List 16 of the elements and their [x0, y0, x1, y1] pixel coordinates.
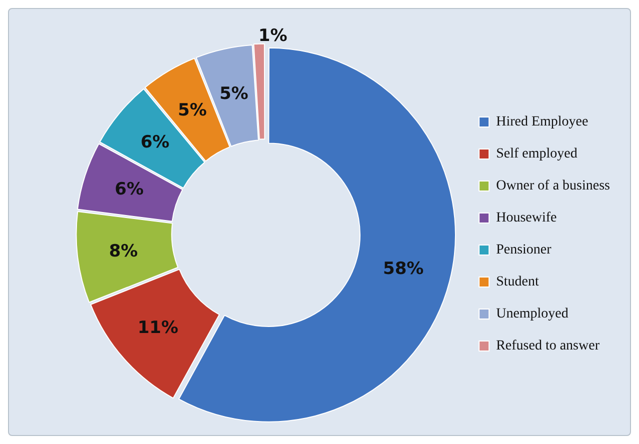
legend-label: Owner of a business — [496, 178, 610, 194]
data-label: 6% — [140, 132, 170, 152]
legend-label: Refused to answer — [496, 338, 600, 354]
legend-label: Student — [496, 274, 539, 290]
legend-label: Unemployed — [496, 306, 568, 322]
data-label: 5% — [178, 100, 207, 121]
data-label: 1% — [258, 26, 288, 46]
data-label: 11% — [138, 318, 178, 338]
data-label: 58% — [382, 258, 424, 279]
legend-label: Housewife — [496, 210, 557, 226]
data-label: 8% — [108, 241, 138, 262]
data-label: 5% — [219, 84, 248, 104]
data-label: 6% — [114, 179, 144, 200]
legend-label: Pensioner — [496, 242, 552, 258]
legend-label: Self employed — [496, 146, 578, 162]
legend-label: Hired Employee — [496, 114, 588, 130]
